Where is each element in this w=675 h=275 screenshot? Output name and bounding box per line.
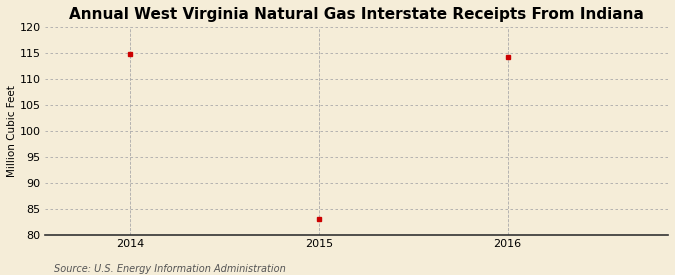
Text: Source: U.S. Energy Information Administration: Source: U.S. Energy Information Administ… (54, 264, 286, 274)
Y-axis label: Million Cubic Feet: Million Cubic Feet (7, 85, 17, 177)
Title: Annual West Virginia Natural Gas Interstate Receipts From Indiana: Annual West Virginia Natural Gas Interst… (69, 7, 644, 22)
